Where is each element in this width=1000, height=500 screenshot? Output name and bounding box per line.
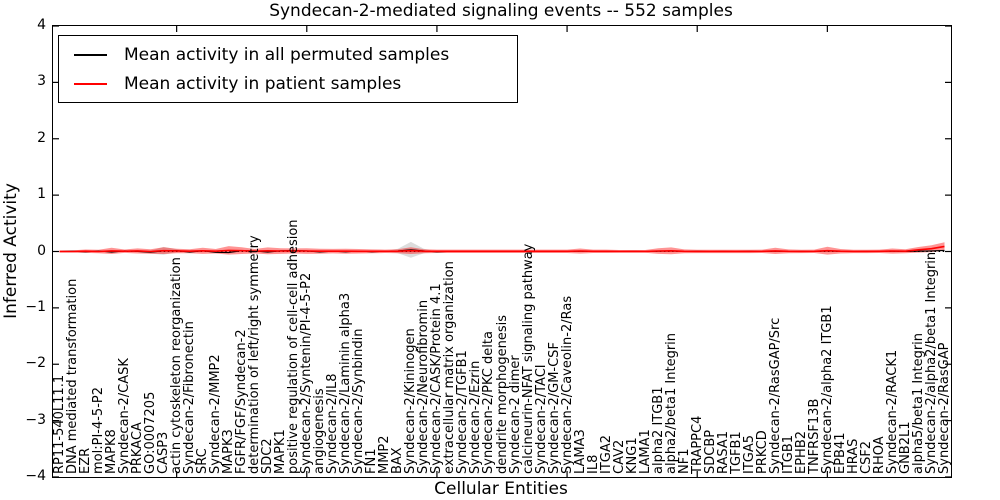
- y-tick-label: −1: [25, 298, 46, 315]
- legend-entry-permuted: Mean activity in all permuted samples: [59, 40, 517, 69]
- legend-label: Mean activity in all permuted samples: [124, 44, 450, 65]
- y-tick-label: −3: [25, 411, 46, 428]
- permuted-line-icon: [74, 53, 107, 56]
- y-tick-label: 2: [37, 129, 46, 146]
- legend: Mean activity in all permuted samples Me…: [58, 35, 518, 103]
- chart-canvas: [53, 26, 951, 477]
- y-tick-label: 3: [37, 73, 46, 90]
- legend-entry-patient: Mean activity in patient samples: [59, 69, 517, 98]
- y-tick-label: 1: [37, 186, 46, 203]
- x-axis-label: Cellular Entities: [434, 479, 568, 499]
- patient-spread-band: [59, 242, 945, 255]
- y-tick-label: −4: [25, 467, 46, 484]
- patient-line-icon: [74, 82, 107, 85]
- chart-title: Syndecan-2-mediated signaling events -- …: [269, 1, 733, 21]
- y-tick-label: −2: [25, 355, 46, 372]
- y-tick-label: 0: [37, 242, 46, 259]
- legend-label: Mean activity in patient samples: [124, 73, 402, 94]
- patient-mean-line: [59, 245, 945, 253]
- y-tick-label: 4: [37, 17, 46, 34]
